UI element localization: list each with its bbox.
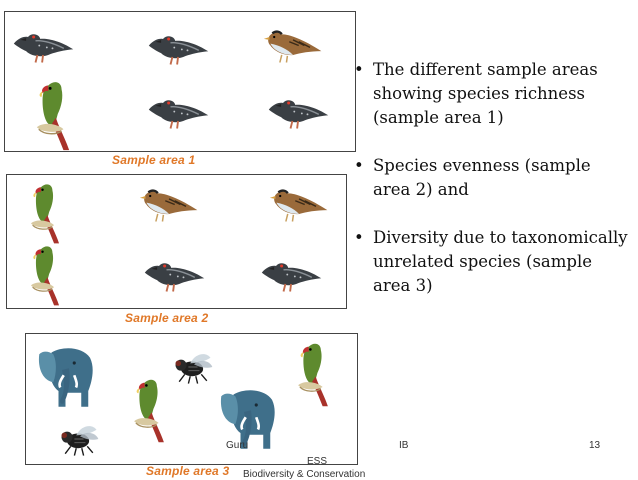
sample-area-1-caption: Sample area 1 bbox=[112, 153, 196, 167]
pigeon-icon bbox=[142, 253, 208, 297]
page-number: 13 bbox=[589, 440, 601, 451]
sample-area-2-panel bbox=[6, 174, 347, 309]
sample-area-1-panel bbox=[4, 11, 356, 152]
sample-area-2-caption: Sample area 2 bbox=[125, 311, 209, 325]
parrot-icon bbox=[23, 241, 67, 307]
parrot-icon bbox=[126, 374, 172, 444]
fly-icon bbox=[56, 420, 102, 458]
bullet-item-diversity: Diversity due to taxonomically unrelated… bbox=[348, 226, 633, 298]
bullet-item-richness: The different sample areas showing speci… bbox=[348, 58, 633, 130]
footer-level: IB bbox=[399, 440, 409, 451]
parrot-icon bbox=[290, 338, 336, 408]
sparrow-icon bbox=[261, 24, 327, 68]
bullet-item-evenness: Species evenness (sample area 2) and bbox=[348, 154, 633, 202]
pigeon-icon bbox=[146, 26, 212, 70]
footer-author: Guru bbox=[226, 440, 249, 451]
footer-topic: Biodiversity & Conservation bbox=[243, 469, 366, 480]
pigeon-icon bbox=[11, 24, 77, 68]
bullet-list: The different sample areas showing speci… bbox=[348, 58, 633, 298]
footer-course: ESS bbox=[307, 456, 328, 467]
pigeon-icon bbox=[259, 253, 325, 297]
sparrow-icon bbox=[267, 183, 333, 227]
fly-icon bbox=[170, 348, 216, 386]
sparrow-icon bbox=[137, 183, 203, 227]
pigeon-icon bbox=[146, 90, 212, 134]
sample-area-3-panel bbox=[25, 333, 358, 465]
sample-area-3-caption: Sample area 3 bbox=[146, 464, 230, 478]
elephant-icon bbox=[34, 338, 104, 416]
parrot-icon bbox=[29, 76, 77, 152]
pigeon-icon bbox=[266, 90, 332, 134]
parrot-icon bbox=[23, 179, 67, 245]
